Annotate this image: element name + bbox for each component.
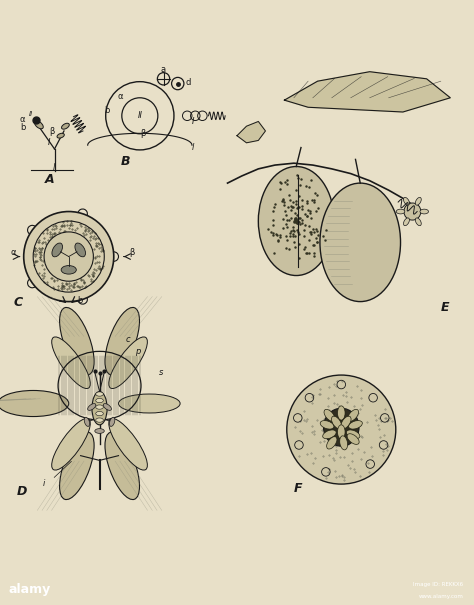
- Ellipse shape: [114, 451, 128, 460]
- Text: α: α: [10, 248, 16, 257]
- Text: d: d: [186, 79, 191, 88]
- Ellipse shape: [323, 430, 336, 439]
- Polygon shape: [284, 72, 450, 112]
- Ellipse shape: [258, 166, 334, 275]
- Text: c: c: [126, 335, 130, 344]
- Ellipse shape: [349, 420, 362, 429]
- Text: alamy: alamy: [9, 583, 51, 597]
- Ellipse shape: [96, 399, 103, 403]
- Text: s: s: [159, 368, 163, 377]
- Ellipse shape: [84, 417, 90, 427]
- Ellipse shape: [320, 183, 401, 302]
- Text: b: b: [77, 296, 82, 305]
- Ellipse shape: [323, 408, 359, 446]
- Ellipse shape: [60, 307, 94, 375]
- Ellipse shape: [103, 404, 111, 410]
- Ellipse shape: [109, 337, 147, 388]
- Text: b: b: [104, 106, 109, 115]
- Text: I: I: [47, 138, 50, 147]
- Text: i: i: [43, 479, 45, 488]
- Ellipse shape: [95, 428, 104, 433]
- Circle shape: [24, 212, 114, 302]
- Ellipse shape: [0, 390, 69, 416]
- Text: p: p: [135, 347, 140, 356]
- Ellipse shape: [403, 218, 410, 226]
- Ellipse shape: [105, 307, 139, 375]
- Text: l: l: [192, 143, 194, 152]
- Ellipse shape: [35, 121, 43, 129]
- Text: β: β: [129, 248, 134, 257]
- Polygon shape: [237, 122, 265, 143]
- Ellipse shape: [341, 416, 351, 429]
- Text: β: β: [49, 127, 54, 136]
- Ellipse shape: [415, 218, 421, 226]
- Ellipse shape: [348, 410, 358, 421]
- Ellipse shape: [96, 411, 103, 416]
- Ellipse shape: [92, 391, 107, 425]
- Text: α: α: [20, 116, 26, 125]
- Ellipse shape: [118, 394, 180, 413]
- Ellipse shape: [340, 436, 347, 450]
- Circle shape: [287, 375, 396, 484]
- Text: I: I: [192, 117, 194, 126]
- Text: II: II: [28, 111, 33, 117]
- Ellipse shape: [420, 209, 428, 214]
- Text: α: α: [118, 92, 123, 100]
- Ellipse shape: [52, 419, 90, 470]
- Ellipse shape: [52, 243, 63, 257]
- Text: a: a: [161, 65, 166, 74]
- Text: F: F: [294, 482, 302, 495]
- Ellipse shape: [62, 123, 69, 129]
- Circle shape: [404, 203, 421, 220]
- Text: l: l: [53, 163, 55, 172]
- Ellipse shape: [96, 405, 103, 409]
- Text: E: E: [441, 301, 449, 314]
- Ellipse shape: [337, 425, 345, 439]
- Ellipse shape: [61, 266, 76, 274]
- Ellipse shape: [96, 418, 103, 422]
- Text: A: A: [45, 173, 55, 186]
- Ellipse shape: [331, 416, 342, 429]
- Ellipse shape: [52, 337, 90, 388]
- Text: D: D: [17, 485, 27, 497]
- Text: B: B: [121, 155, 130, 168]
- Ellipse shape: [60, 432, 94, 500]
- Text: b: b: [20, 123, 25, 131]
- Ellipse shape: [337, 406, 345, 420]
- Ellipse shape: [105, 432, 139, 500]
- Ellipse shape: [324, 410, 335, 421]
- Text: β: β: [140, 129, 145, 138]
- Text: www.alamy.com: www.alamy.com: [419, 594, 464, 599]
- Ellipse shape: [88, 404, 96, 410]
- Ellipse shape: [75, 243, 85, 257]
- Text: C: C: [13, 296, 22, 309]
- Circle shape: [44, 232, 93, 281]
- Ellipse shape: [109, 419, 147, 470]
- Text: II: II: [137, 111, 142, 120]
- Ellipse shape: [71, 451, 85, 460]
- Ellipse shape: [109, 417, 115, 427]
- Ellipse shape: [327, 437, 337, 449]
- Ellipse shape: [57, 133, 64, 138]
- Ellipse shape: [415, 197, 421, 205]
- Ellipse shape: [320, 420, 334, 429]
- Text: Image ID: REKKX6: Image ID: REKKX6: [413, 582, 464, 587]
- Ellipse shape: [403, 197, 410, 205]
- Ellipse shape: [347, 434, 359, 445]
- Ellipse shape: [96, 392, 103, 396]
- Ellipse shape: [396, 209, 405, 214]
- Ellipse shape: [346, 430, 360, 439]
